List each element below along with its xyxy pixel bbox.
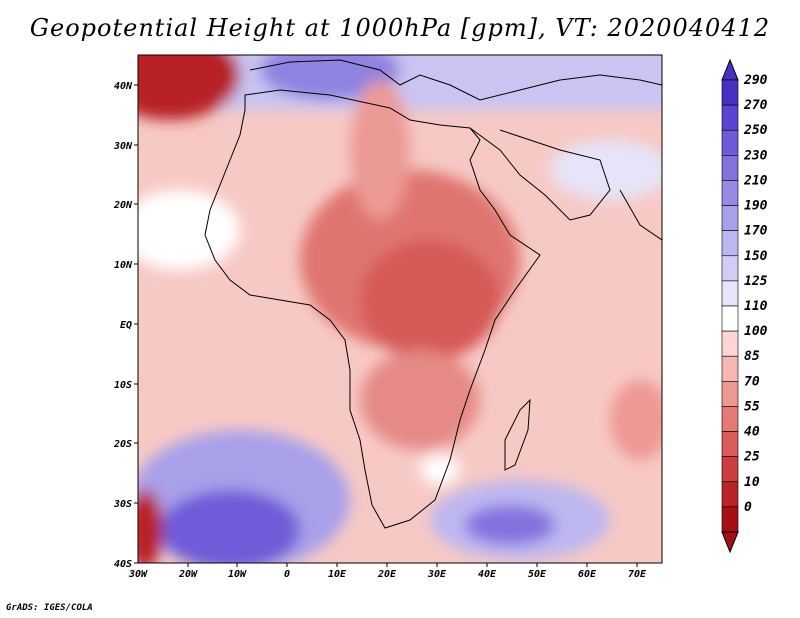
lon-label-20e: 20E [377, 569, 397, 580]
lon-label-10w: 10W [228, 569, 247, 580]
lat-label-30s: 30S [113, 499, 132, 510]
colorbar-swatch [721, 456, 739, 483]
colorbar-label: 150 [744, 249, 768, 264]
colorbar-arrow-top [721, 58, 739, 81]
lat-label-20s: 20S [113, 439, 132, 450]
colorbar-label: 125 [744, 274, 768, 289]
map-title: Geopotential Height at 1000hPa [gpm], VT… [29, 14, 771, 42]
lat-label-eq: EQ [120, 320, 132, 331]
grads-credit: GrADS: IGES/COLA [6, 603, 93, 613]
colorbar-swatch [721, 155, 739, 181]
colorbar-swatch [721, 381, 739, 407]
colorbar: 2902702502302101901701501251101008570554… [721, 58, 768, 554]
colorbar-arrow-bottom [721, 531, 739, 554]
colorbar-label: 70 [744, 374, 760, 389]
colorbar-label: 55 [744, 399, 760, 414]
lon-label-30w: 30W [128, 569, 148, 580]
colorbar-label: 0 [744, 500, 752, 515]
colorbar-label: 210 [743, 173, 768, 188]
lat-label-20n: 20N [113, 200, 133, 211]
lat-label-40s: 40S [114, 559, 132, 570]
longitude-axis: 30W 20W 10W 0 10E 20E 30E 40E 50E 60E 70… [128, 563, 647, 580]
colorbar-label: 10 [744, 475, 760, 490]
colorbar-label: 110 [744, 299, 768, 314]
colorbar-swatch [721, 305, 739, 332]
colorbar-label: 85 [744, 349, 760, 364]
colorbar-label: 230 [743, 148, 768, 163]
colorbar-label: 270 [743, 98, 768, 113]
colorbar-swatch [721, 355, 739, 382]
lat-label-30n: 30N [113, 141, 133, 152]
latitude-axis: 40N 30N 20N 10N EQ 10S 20S 30S 40S [113, 81, 138, 570]
coastlines [204, 59, 662, 529]
lon-label-20w: 20W [178, 569, 198, 580]
colorbar-swatch [721, 230, 739, 257]
colorbar-swatch [721, 255, 739, 282]
lat-label-10n: 10N [114, 260, 133, 271]
map-frame [137, 54, 663, 564]
lon-label-40e: 40E [478, 569, 497, 580]
lon-label-70e: 70E [628, 569, 647, 580]
colorbar-swatch [721, 506, 739, 533]
colorbar-swatch [721, 129, 739, 156]
colorbar-label: 250 [743, 123, 768, 138]
colorbar-swatch [721, 431, 739, 457]
colorbar-swatch [721, 406, 739, 432]
colorbar-label: 100 [744, 324, 768, 339]
colorbar-swatch [721, 481, 739, 508]
colorbar-swatch [721, 280, 739, 307]
colorbar-swatch [721, 205, 739, 231]
colorbar-swatch [721, 104, 739, 131]
height-field [138, 55, 662, 563]
lon-label-30e: 30E [427, 569, 447, 580]
lon-label-60e: 60E [578, 569, 597, 580]
colorbar-swatch [721, 79, 739, 106]
colorbar-label: 40 [744, 425, 760, 440]
lon-label-10e: 10E [328, 569, 347, 580]
colorbar-label: 190 [744, 199, 768, 214]
lat-label-10s: 10S [114, 380, 132, 391]
lon-label-0: 0 [284, 569, 290, 580]
lat-label-40n: 40N [114, 81, 133, 92]
colorbar-swatch [721, 180, 739, 206]
colorbar-label: 25 [743, 450, 760, 465]
colorbar-label: 170 [744, 224, 768, 239]
lon-label-50e: 50E [528, 569, 547, 580]
colorbar-label: 290 [743, 73, 768, 88]
colorbar-swatch [721, 330, 739, 357]
